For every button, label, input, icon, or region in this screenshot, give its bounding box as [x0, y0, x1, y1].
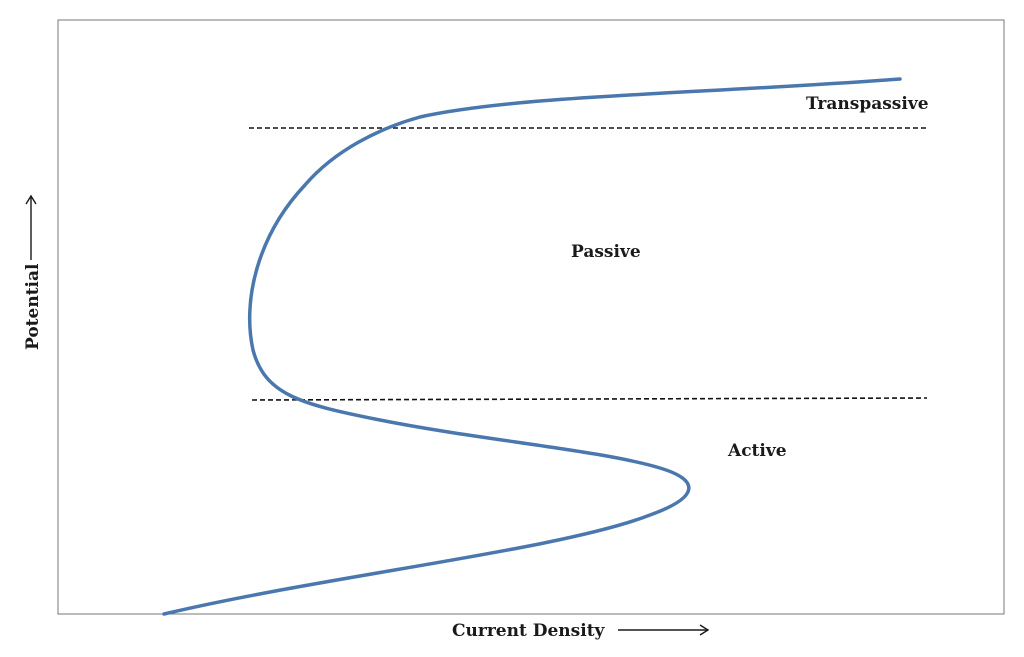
- transpassive-region-label: Transpassive: [806, 94, 929, 114]
- passive-region-label: Passive: [571, 242, 641, 262]
- polarization-curve: [162, 77, 902, 616]
- x-axis-label: Current Density: [452, 621, 606, 641]
- plot-frame: [57, 19, 1005, 615]
- right-arrow-icon: [618, 624, 710, 636]
- up-arrow-icon: [25, 194, 37, 260]
- active-region-label: Active: [727, 441, 787, 461]
- y-axis-label: Potential: [23, 263, 43, 350]
- active-boundary-line: [251, 397, 928, 401]
